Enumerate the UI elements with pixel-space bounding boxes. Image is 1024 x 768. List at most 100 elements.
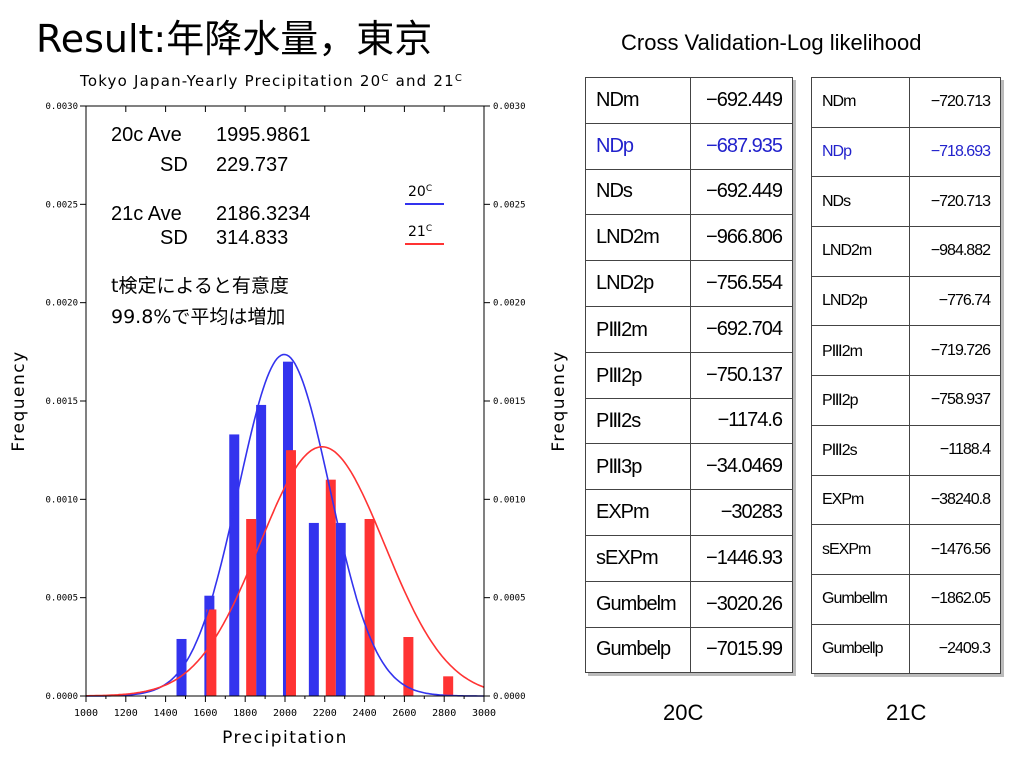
bar-20c (256, 404, 267, 696)
log-likelihood-cell: −692.449 (690, 77, 793, 124)
slide-title: Result:年降水量，東京 (36, 17, 433, 61)
t21-row: NDp −718.693 (811, 126, 1002, 178)
chart-title: Tokyo Japan-Yearly Precipitation 20C and… (79, 72, 463, 90)
y-tick-label-left: 0.0015 (45, 397, 78, 407)
annotation-20c-sd-value: 229.737 (216, 154, 288, 176)
legend-label-text: 20 (408, 184, 426, 200)
legend-label: 21C (408, 224, 432, 240)
t20-row: NDm −692.449 (584, 77, 793, 124)
t21-row: LND2p −776.74 (811, 275, 1002, 327)
model-name-cell: sEXPm (584, 534, 692, 582)
t20-row: PⅢ3p −34.0469 (584, 443, 793, 491)
t21-row: sEXPm −1476.56 (811, 524, 1002, 575)
bar-21c (246, 519, 257, 696)
annotation-20c-ave-label: 20c Ave (111, 124, 182, 146)
model-name-cell: Gumbelp (584, 626, 692, 674)
x-tick-label: 1800 (233, 708, 257, 719)
y-tick-label-right: 0.0005 (493, 594, 526, 604)
t20-row: NDp −687.935 (584, 122, 793, 170)
annotation-21c-sd-label: SD (160, 227, 188, 249)
legend-label: 20C (408, 184, 432, 200)
log-likelihood-cell: −692.449 (690, 168, 793, 216)
x-tick-label: 2800 (432, 708, 456, 719)
bar-21c (206, 609, 217, 696)
x-tick-label: 1200 (114, 708, 138, 719)
t20-row: PⅢ2m −692.704 (584, 305, 793, 353)
table-21c: NDm −720.713 NDp −718.693 NDs −720.713 LND2m −9… (811, 77, 1002, 675)
chart-title-part: and 21 (390, 72, 455, 90)
bar-20c (229, 434, 240, 696)
log-likelihood-cell: −1862.05 (908, 573, 1002, 625)
legend-label-sup: C (426, 184, 432, 194)
t21-row: PⅢ2p −758.937 (811, 375, 1002, 426)
model-name-cell: LND2m (811, 226, 910, 277)
annotation-note-1: t検定によると有意度 (111, 275, 289, 297)
t20-row: NDs −692.449 (584, 168, 793, 216)
bar-20c (308, 522, 319, 696)
annotation-21c-ave-label: 21c Ave (111, 203, 182, 225)
log-likelihood-cell: −687.935 (690, 122, 793, 170)
y-tick-label-left: 0.0025 (45, 200, 78, 210)
legend-label-sup: C (426, 224, 432, 234)
y-axis-label-right: Frequency (549, 350, 569, 451)
log-likelihood-cell: −692.704 (690, 305, 793, 353)
y-tick-label-left: 0.0020 (45, 299, 78, 309)
chart-title-part: C (455, 73, 463, 84)
log-likelihood-cell: −3020.26 (690, 580, 793, 628)
log-likelihood-cell: −720.713 (908, 176, 1002, 228)
model-name-cell: PⅢ3p (584, 443, 692, 491)
model-name-cell: PⅢ2s (584, 397, 692, 445)
cross-validation-title: Cross Validation-Log likelihood (621, 30, 922, 55)
log-likelihood-cell: −756.554 (690, 260, 793, 307)
chart-title-part: Tokyo Japan-Yearly Precipitation 20 (79, 72, 381, 90)
model-name-cell: Gumbelm (584, 580, 692, 628)
t21-row: Gumbellm −1862.05 (811, 573, 1002, 625)
t20-row: LND2m −966.806 (584, 214, 793, 262)
bar-21c (443, 676, 454, 696)
t20-row: Gumbelm −3020.26 (584, 580, 793, 628)
y-tick-label-right: 0.0000 (493, 692, 526, 702)
annotation-21c-sd-value: 314.833 (216, 227, 288, 249)
t21-row: LND2m −984.882 (811, 226, 1002, 277)
x-tick-label: 1600 (193, 708, 217, 719)
table-20c: NDm −692.449 NDp −687.935 NDs −692.449 LND2m −9… (584, 77, 793, 674)
model-name-cell: NDp (811, 126, 910, 178)
y-tick-label-right: 0.0015 (493, 397, 526, 407)
t20-row: Gumbelp −7015.99 (584, 626, 793, 674)
log-likelihood-cell: −719.726 (908, 325, 1002, 377)
y-tick-label-left: 0.0005 (45, 594, 78, 604)
model-name-cell: NDs (811, 176, 910, 228)
model-name-cell: LND2p (584, 260, 692, 307)
y-tick-label-left: 0.0010 (45, 495, 78, 505)
log-likelihood-cell: −7015.99 (690, 626, 793, 674)
model-name-cell: Gumbellp (811, 623, 910, 675)
fit-curve-21c (86, 446, 485, 697)
y-tick-label-right: 0.0025 (493, 200, 526, 210)
x-tick-label: 2600 (392, 708, 416, 719)
table-20c-caption: 20C (663, 700, 704, 725)
x-tick-label: 2200 (313, 708, 337, 719)
t20-row: EXPm −30283 (584, 489, 793, 536)
t21-row: NDs −720.713 (811, 176, 1002, 228)
annotation-note-2: 99.8%で平均は増加 (111, 306, 285, 328)
model-name-cell: PⅢ2p (584, 351, 692, 399)
y-tick-label-left: 0.0030 (45, 102, 78, 112)
model-name-cell: NDs (584, 168, 692, 216)
chart-title-part: C (381, 73, 389, 84)
legend-label-text: 21 (408, 224, 426, 240)
bar-21c (403, 637, 414, 696)
y-tick-label-right: 0.0010 (493, 495, 526, 505)
annotation-20c-ave-value: 1995.9861 (216, 124, 311, 146)
log-likelihood-cell: −718.693 (908, 126, 1002, 178)
log-likelihood-cell: −1476.56 (908, 524, 1002, 575)
x-tick-label: 1400 (154, 708, 178, 719)
x-tick-label: 3000 (472, 708, 496, 719)
model-name-cell: PⅢ2s (811, 424, 910, 476)
x-tick-label: 2000 (273, 708, 297, 719)
x-tick-label: 2400 (353, 708, 377, 719)
y-tick-label-right: 0.0030 (493, 102, 526, 112)
log-likelihood-cell: −38240.8 (908, 474, 1002, 526)
t20-row: PⅢ2s −1174.6 (584, 397, 793, 445)
t21-row: NDm −720.713 (811, 77, 1002, 128)
model-name-cell: EXPm (811, 474, 910, 526)
